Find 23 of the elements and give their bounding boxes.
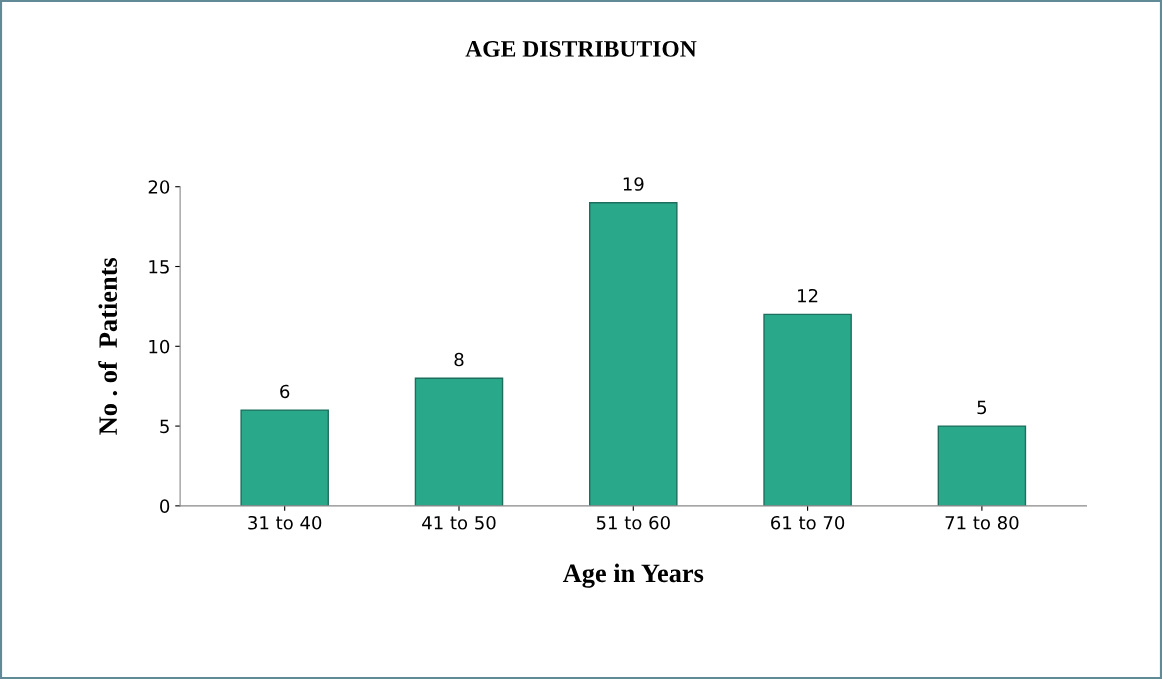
x-tick-label: 31 to 40 <box>248 515 322 530</box>
data-label: 19 <box>623 177 644 191</box>
x-axis-title: Age in Years <box>562 563 704 588</box>
bar <box>240 409 329 506</box>
x-tick-label: 71 to 80 <box>945 515 1019 530</box>
data-label: 12 <box>798 288 818 303</box>
bar <box>937 425 1027 506</box>
y-tick-label: 10 <box>149 339 170 354</box>
bar <box>589 201 678 506</box>
x-tick-label: 41 to 50 <box>422 515 496 530</box>
x-tick-label: 61 to 70 <box>771 515 845 530</box>
chart-title: AGE DISTRIBUTION <box>465 40 697 57</box>
y-tick-label: 15 <box>149 260 169 274</box>
data-label: 5 <box>977 400 987 415</box>
data-label: 6 <box>280 384 290 399</box>
y-tick-label: 20 <box>148 180 170 194</box>
data-label: 8 <box>454 352 464 367</box>
y-axis-title: No . of Patients <box>98 257 118 435</box>
y-tick-label: 5 <box>160 419 169 434</box>
y-tick-label: 0 <box>160 499 170 513</box>
x-tick-label: 51 to 60 <box>596 515 670 530</box>
bar <box>763 313 852 506</box>
bar <box>414 377 504 506</box>
